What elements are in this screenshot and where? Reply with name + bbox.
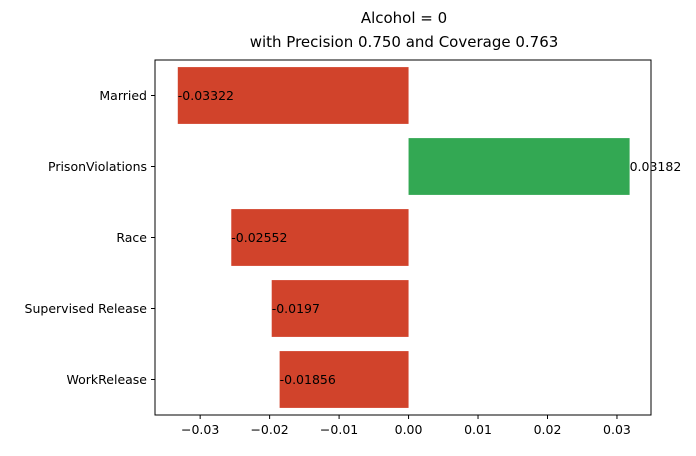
data-label-married: -0.03322	[178, 88, 234, 103]
x-tick-label-1: −0.02	[250, 422, 288, 437]
plot-frame	[154, 59, 652, 416]
bar-race	[231, 209, 409, 266]
x-tick-label-3: 0.00	[395, 422, 423, 437]
data-label-workrelease: -0.01856	[280, 372, 336, 387]
x-tick-label-6: 0.03	[603, 422, 631, 437]
data-label-prisonviolations: 0.03182	[630, 159, 682, 174]
chart-title: Alcohol = 0	[361, 9, 447, 27]
bar-workrelease	[279, 351, 409, 408]
data-label-race: -0.02552	[231, 230, 287, 245]
data-labels-group: -0.03322 0.03182 -0.02552 -0.0197 -0.01856	[178, 88, 682, 387]
bar-married	[177, 67, 409, 124]
x-tick-label-2: −0.01	[320, 422, 358, 437]
x-tick-label-0: −0.03	[181, 422, 219, 437]
x-tick-label-4: 0.01	[464, 422, 492, 437]
category-label-workrelease: WorkRelease	[67, 372, 148, 387]
category-label-married: Married	[99, 88, 147, 103]
bar-prisonviolations	[408, 138, 630, 195]
category-label-supervised-release: Supervised Release	[25, 301, 148, 316]
bar-supervised-release	[271, 280, 409, 337]
category-label-prisonviolations: PrisonViolations	[48, 159, 147, 174]
bars-group	[177, 67, 630, 408]
chart-subtitle: with Precision 0.750 and Coverage 0.763	[250, 33, 559, 51]
x-axis: −0.03 −0.02 −0.01 0.00 0.01 0.02 0.03	[181, 415, 631, 437]
data-label-supervised-release: -0.0197	[272, 301, 320, 316]
x-tick-label-5: 0.02	[534, 422, 562, 437]
y-axis: Married PrisonViolations Race Supervised Re…	[25, 88, 155, 387]
category-label-race: Race	[116, 230, 147, 245]
